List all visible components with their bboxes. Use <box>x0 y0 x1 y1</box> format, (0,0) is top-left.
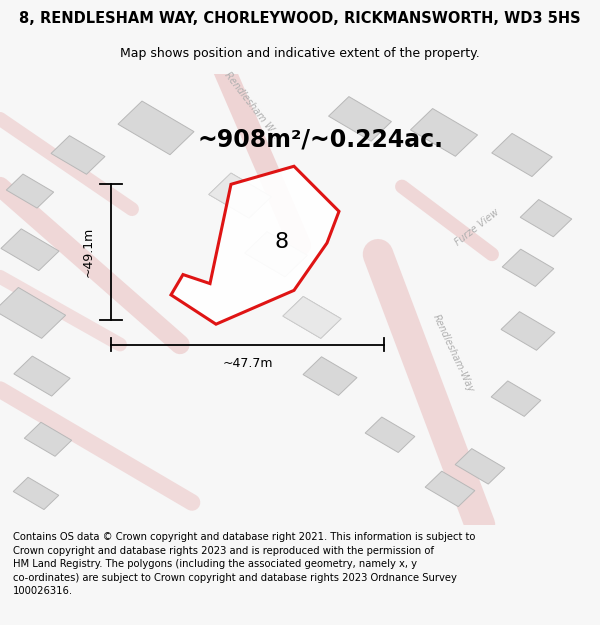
Polygon shape <box>303 357 357 396</box>
Text: ~49.1m: ~49.1m <box>82 227 95 277</box>
Polygon shape <box>501 312 555 350</box>
Text: ~47.7m: ~47.7m <box>222 357 273 370</box>
Polygon shape <box>209 173 271 218</box>
Text: Rendlesham W...: Rendlesham W... <box>223 70 281 141</box>
Text: Furze View: Furze View <box>453 207 501 248</box>
Polygon shape <box>25 422 71 456</box>
Polygon shape <box>209 173 271 218</box>
Polygon shape <box>51 136 105 174</box>
Text: ~908m²/~0.224ac.: ~908m²/~0.224ac. <box>198 127 444 151</box>
Text: Contains OS data © Crown copyright and database right 2021. This information is : Contains OS data © Crown copyright and d… <box>13 532 476 596</box>
Polygon shape <box>365 417 415 452</box>
Polygon shape <box>455 449 505 484</box>
Polygon shape <box>520 199 572 237</box>
Polygon shape <box>283 296 341 338</box>
Text: Rendlesham-Way: Rendlesham-Way <box>431 313 475 394</box>
Polygon shape <box>0 288 65 338</box>
Polygon shape <box>1 229 59 271</box>
Polygon shape <box>283 296 341 338</box>
Polygon shape <box>118 101 194 155</box>
Polygon shape <box>492 133 552 176</box>
Polygon shape <box>14 356 70 396</box>
Text: 8: 8 <box>275 232 289 252</box>
Polygon shape <box>245 232 307 277</box>
Text: Map shows position and indicative extent of the property.: Map shows position and indicative extent… <box>120 47 480 59</box>
Polygon shape <box>491 381 541 416</box>
Polygon shape <box>245 232 307 277</box>
Polygon shape <box>502 249 554 286</box>
Polygon shape <box>410 109 478 156</box>
Text: 8, RENDLESHAM WAY, CHORLEYWOOD, RICKMANSWORTH, WD3 5HS: 8, RENDLESHAM WAY, CHORLEYWOOD, RICKMANS… <box>19 11 581 26</box>
Polygon shape <box>13 478 59 509</box>
Polygon shape <box>7 174 53 208</box>
Polygon shape <box>329 97 391 141</box>
Polygon shape <box>171 166 339 324</box>
Polygon shape <box>425 471 475 507</box>
